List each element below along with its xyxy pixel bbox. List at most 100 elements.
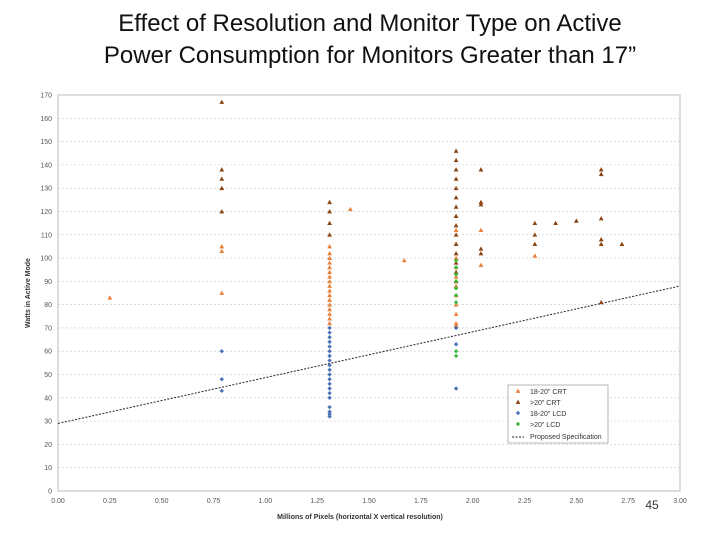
legend-marker-series-0 — [515, 388, 521, 393]
data-point-series-1 — [478, 246, 484, 251]
legend-box — [507, 384, 609, 444]
data-point-series-3 — [453, 258, 459, 263]
x-tick-label: 2.00 — [466, 498, 480, 505]
data-point-series-1 — [453, 176, 459, 181]
y-tick-label: 160 — [40, 116, 52, 123]
y-tick-label: 50 — [44, 372, 52, 379]
data-point-series-0 — [327, 269, 333, 274]
data-point-series-2 — [327, 344, 332, 349]
x-tick-label: 0.25 — [103, 498, 117, 505]
legend-label-series-3: >20" LCD — [530, 422, 560, 429]
legend-label-series-0: 18-20" CRT — [530, 389, 567, 396]
data-point-series-1 — [453, 204, 459, 209]
data-point-series-3 — [453, 293, 459, 298]
x-tick-label: 2.25 — [518, 498, 532, 505]
data-point-series-1 — [453, 269, 459, 274]
x-tick-label: 2.75 — [621, 498, 635, 505]
y-tick-label: 40 — [44, 395, 52, 402]
data-point-series-0 — [327, 311, 333, 316]
data-point-series-1 — [327, 199, 333, 205]
data-point-series-0 — [453, 320, 459, 326]
data-point-series-1 — [453, 167, 459, 172]
x-tick-label: 1.50 — [362, 498, 376, 505]
x-tick-label: 0.00 — [51, 498, 65, 505]
data-point-series-2 — [327, 411, 332, 417]
data-point-series-0 — [453, 323, 459, 328]
data-point-series-2 — [327, 335, 332, 340]
y-axis-ticks: 0 10 20 30 40 50 60 70 80 90 100 110 120 130 140 150 160… — [40, 93, 52, 496]
data-point-series-0 — [532, 253, 538, 258]
data-point-series-3 — [453, 265, 459, 270]
data-point-series-0 — [327, 320, 333, 326]
y-axis-title: Watts in Active Mode — [25, 258, 32, 328]
y-tick-label: 170 — [40, 93, 52, 100]
data-point-series-0 — [219, 290, 225, 295]
data-point-series-2 — [327, 376, 332, 382]
data-point-series-3 — [453, 349, 459, 354]
data-point-series-0 — [327, 278, 333, 284]
data-point-series-2 — [219, 376, 224, 382]
data-point-series-0 — [453, 227, 459, 233]
data-point-series-1 — [478, 167, 484, 172]
page-number: 45 — [645, 498, 659, 512]
data-points — [107, 99, 625, 419]
data-point-series-3 — [453, 286, 459, 291]
data-point-series-0 — [219, 248, 225, 253]
data-point-series-0 — [453, 311, 459, 316]
data-point-series-0 — [327, 297, 333, 302]
data-point-series-1 — [453, 157, 459, 163]
slide-title-line1: Effect of Resolution and Monitor Type on… — [118, 10, 622, 37]
data-point-series-1 — [327, 232, 333, 237]
data-point-series-3 — [453, 272, 459, 277]
legend-label-series-2: 18-20" LCD — [530, 411, 566, 418]
y-tick-label: 70 — [44, 325, 52, 332]
data-point-series-0 — [453, 255, 459, 260]
data-point-series-0 — [327, 316, 333, 321]
data-point-series-1 — [453, 241, 459, 247]
data-point-series-2 — [453, 342, 459, 347]
y-tick-label: 150 — [40, 139, 52, 146]
data-point-series-1 — [453, 232, 459, 237]
slide-title-line2: Power Consumption for Monitors Greater t… — [103, 42, 637, 69]
data-point-series-1 — [532, 241, 538, 247]
data-point-series-0 — [327, 292, 333, 298]
y-tick-label: 10 — [44, 465, 52, 472]
data-point-series-1 — [532, 220, 538, 226]
legend-marker-series-3 — [515, 421, 521, 427]
reference-line — [57, 285, 681, 424]
data-point-series-1 — [327, 220, 333, 226]
data-point-series-2 — [327, 386, 332, 391]
y-tick-label: 130 — [40, 186, 52, 193]
data-point-series-3 — [453, 300, 459, 305]
data-point-series-0 — [453, 283, 459, 288]
data-point-series-1 — [553, 220, 558, 226]
x-tick-label: 0.50 — [155, 498, 169, 505]
y-tick-label: 120 — [40, 209, 52, 216]
data-point-series-1 — [453, 148, 459, 153]
data-point-series-1 — [453, 251, 459, 256]
y-tick-label: 90 — [44, 279, 52, 286]
data-point-series-2 — [327, 367, 332, 373]
data-point-series-2 — [327, 404, 332, 410]
data-point-series-0 — [327, 306, 333, 312]
data-point-series-1 — [219, 176, 225, 181]
legend-label-series-1: >20" CRT — [530, 400, 561, 407]
y-tick-label: 20 — [44, 442, 52, 449]
data-point-series-2 — [327, 390, 332, 396]
data-point-series-2 — [327, 409, 332, 414]
data-point-series-1 — [598, 237, 604, 242]
y-tick-label: 80 — [44, 302, 52, 309]
data-point-series-0 — [327, 264, 333, 270]
data-point-series-1 — [619, 241, 625, 247]
data-point-series-2 — [327, 358, 332, 363]
data-point-series-3 — [453, 279, 459, 284]
data-point-series-2 — [219, 388, 224, 394]
y-tick-label: 0 — [48, 489, 52, 496]
slide-title: Effect of Resolution and Monitor Type on… — [0, 8, 720, 72]
y-tick-label: 140 — [40, 162, 52, 169]
y-tick-label: 30 — [44, 419, 52, 426]
data-point-series-1 — [598, 216, 604, 221]
data-point-series-2 — [327, 414, 332, 419]
data-point-series-2 — [219, 349, 224, 354]
